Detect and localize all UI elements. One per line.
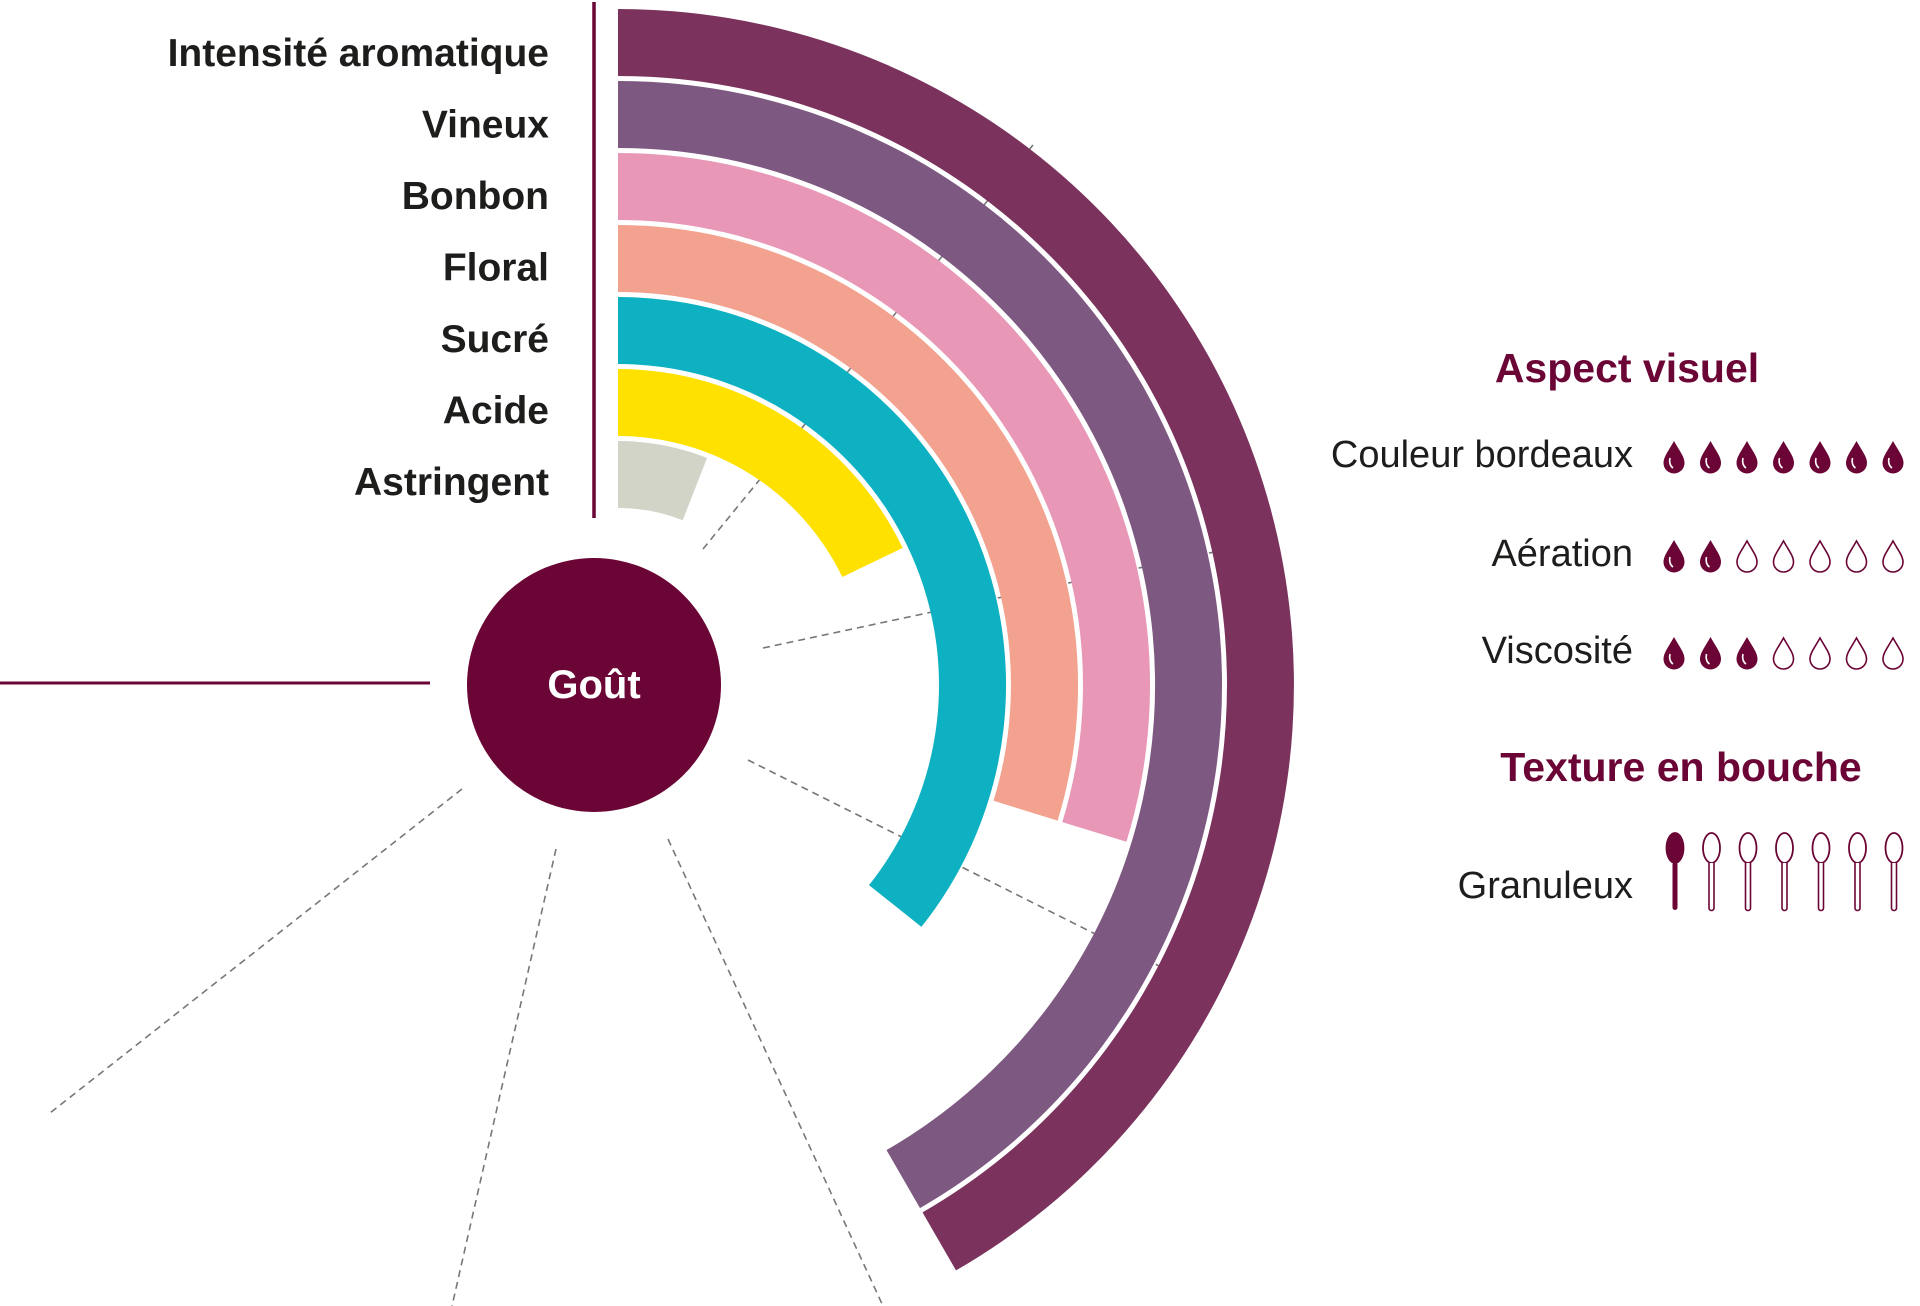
spoon-empty-icon [1848,832,1867,912]
arc-5 [618,297,1007,927]
arc-6 [618,369,903,577]
aspect-row: Viscosité [1482,630,1904,672]
drop-filled-icon [1845,440,1868,474]
spoon-handle [1672,862,1678,910]
aspect-label: Aération [1491,533,1633,575]
spoon-bowl [1702,832,1721,864]
spoon-bowl [1811,832,1831,864]
spoon-filled-icon [1665,832,1685,910]
spoon-handle [1854,863,1861,912]
flavor-label: Vineux [422,104,549,147]
arc-3 [618,153,1151,842]
spoon-handle [1744,863,1752,912]
arc-2 [618,81,1223,1209]
aspect-label: Viscosité [1482,630,1633,672]
drop-filled-icon [1699,539,1722,573]
texture-row: Granuleux [1458,832,1904,912]
flavor-label: Sucré [441,318,549,361]
texture-label: Granuleux [1458,865,1633,907]
drop-filled-icon [1772,440,1795,474]
arc-4 [618,225,1079,821]
aspect-row: Aération [1491,533,1904,575]
drop-filled-icon [1699,636,1722,670]
drop-shine [1887,457,1893,469]
flavor-label: Astringent [354,461,549,504]
drop-filled-icon [1736,440,1758,474]
spoon-empty-icon [1702,832,1721,912]
aspect-visuel-title: Aspect visuel [1495,345,1759,391]
drop-filled-icon [1663,636,1685,670]
arc-7 [618,441,708,521]
drop-empty-icon [1736,539,1758,573]
aspect-row: Couleur bordeaux [1331,434,1904,476]
drop-shine [1741,457,1747,469]
center-label: Goût [547,663,640,707]
drop-filled-icon [1736,636,1758,670]
drop-shine [1705,653,1710,665]
drop-filled-icon [1663,440,1685,474]
drop-empty-icon [1809,539,1831,573]
drop-shine [1668,457,1674,469]
spoon-handle [1781,863,1788,912]
drop-shine [1668,556,1674,568]
spoon-empty-icon [1738,832,1758,912]
drop-shine [1705,556,1710,568]
spoon-bowl [1884,832,1904,864]
drop-filled-icon [1663,539,1685,573]
drop-empty-icon [1845,539,1868,573]
flavor-label: Intensité aromatique [168,32,549,75]
drop-shine [1851,457,1856,469]
drop-filled-icon [1699,440,1722,474]
flavor-label: Floral [443,247,549,290]
flavor-label: Acide [443,390,549,433]
sector-line [451,848,557,1306]
spoon-bowl [1848,832,1867,864]
flavor-arcs [618,9,1294,1271]
spoon-empty-icon [1775,832,1794,912]
texture-title: Texture en bouche [1500,744,1861,790]
drop-empty-icon [1845,636,1868,670]
texture-rows: Granuleux [1458,832,1904,912]
drop-empty-icon [1809,636,1831,670]
drop-empty-icon [1772,539,1795,573]
spoon-empty-icon [1884,832,1904,912]
spoon-handle [1817,863,1825,912]
spoon-handle [1890,863,1898,912]
drop-filled-icon [1809,440,1831,474]
spoon-empty-icon [1811,832,1831,912]
sector-line [49,788,463,1114]
drop-empty-icon [1882,636,1904,670]
center-badge: Goût [467,558,721,812]
sector-line [667,838,884,1306]
drop-shine [1668,653,1674,665]
drop-shine [1705,457,1710,469]
flavor-labels: Intensité aromatique Vineux Bonbon Floral Su… [168,32,550,504]
drop-filled-icon [1882,440,1904,474]
center-circle [467,558,721,812]
spoon-handle [1708,863,1715,912]
drop-empty-icon [1882,539,1904,573]
spoon-bowl [1738,832,1758,864]
drop-shine [1741,653,1747,665]
arc-1 [618,9,1294,1271]
spoon-bowl [1665,832,1685,864]
aspect-visuel-rows: Couleur bordeaux Aération Viscosité [1331,434,1904,672]
drop-empty-icon [1772,636,1795,670]
drop-shine [1814,457,1820,469]
flavor-label: Bonbon [402,175,549,218]
drop-shine [1778,457,1783,469]
spoon-bowl [1775,832,1794,864]
aspect-label: Couleur bordeaux [1331,434,1633,476]
